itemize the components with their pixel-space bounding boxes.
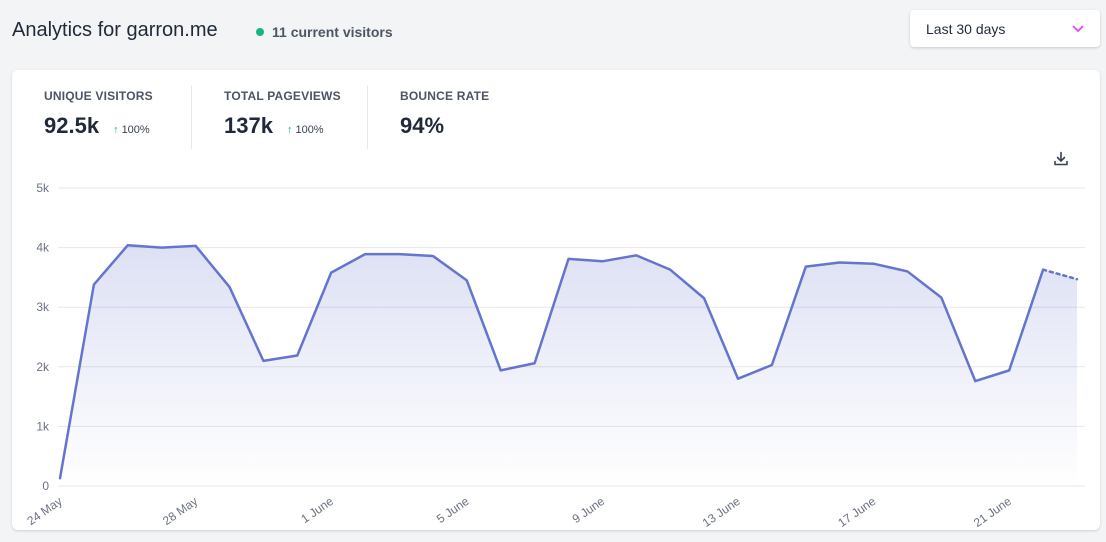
live-status-dot-icon (256, 28, 264, 36)
stat-divider (191, 86, 192, 149)
stat-change: ↑ 100% (287, 124, 324, 136)
current-visitors[interactable]: 11 current visitors (256, 24, 393, 40)
page-title: Analytics for garron.me (12, 19, 218, 41)
chevron-down-icon (1072, 25, 1084, 33)
stat-change-value: 100% (121, 124, 150, 136)
current-visitors-label: 11 current visitors (272, 24, 393, 40)
stat-label: UNIQUE VISITORS (44, 89, 153, 103)
stat-value: 137k (224, 113, 273, 138)
stat-divider (367, 86, 368, 149)
date-range-value: Last 30 days (926, 20, 1006, 37)
stats-card: UNIQUE VISITORS 92.5k ↑ 100% TOTAL PAGEVI… (12, 70, 1100, 530)
stat-change-value: 100% (295, 124, 324, 136)
stat-value: 92.5k (44, 113, 100, 138)
stat-bounce-rate[interactable]: BOUNCE RATE 94% (400, 89, 489, 139)
arrow-up-icon: ↑ (113, 124, 119, 136)
stat-total-pageviews[interactable]: TOTAL PAGEVIEWS 137k ↑ 100% (224, 89, 341, 139)
stat-label: TOTAL PAGEVIEWS (224, 89, 341, 103)
stat-label: BOUNCE RATE (400, 89, 490, 103)
arrow-up-icon: ↑ (286, 124, 293, 136)
stat-unique-visitors[interactable]: UNIQUE VISITORS 92.5k ↑ 100% (44, 89, 153, 139)
download-icon[interactable] (1052, 150, 1070, 168)
stat-change: ↑ 100% (113, 124, 150, 136)
stat-value: 94% (400, 113, 445, 138)
date-range-select[interactable]: Last 30 days (910, 10, 1100, 47)
